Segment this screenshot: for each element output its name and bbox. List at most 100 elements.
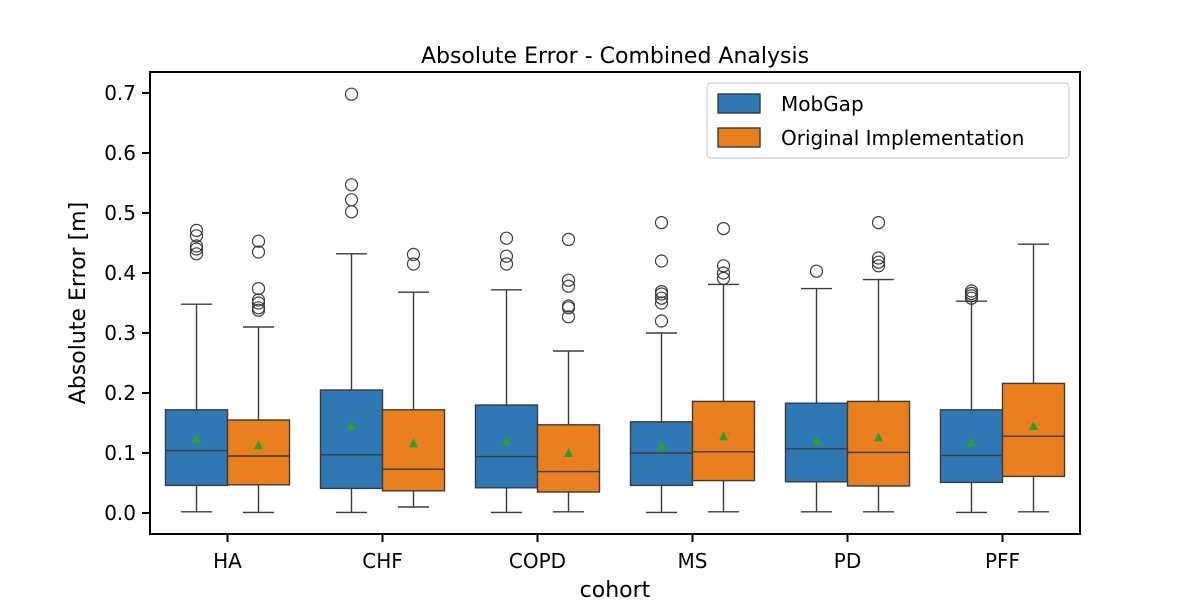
plot-area (164, 87, 1066, 514)
y-tick-label: 0.5 (104, 201, 136, 225)
outlier-point (251, 245, 266, 259)
outlier-point (809, 264, 824, 278)
outlier-point (251, 296, 266, 310)
mean-marker (719, 431, 728, 441)
outlier-point (189, 223, 204, 237)
outlier-point (561, 299, 576, 313)
outlier-point (561, 232, 576, 246)
chart-title: Absolute Error - Combined Analysis (421, 44, 809, 69)
outlier-point (189, 242, 204, 256)
outlier-point (716, 222, 731, 236)
box-pff-1 (1001, 243, 1066, 513)
outlier-point (251, 301, 266, 315)
outlier-point (561, 279, 576, 293)
box-pff-0 (939, 284, 1004, 514)
y-tick-label: 0.0 (104, 501, 136, 525)
outlier-point (499, 249, 514, 263)
y-tick-label: 0.4 (104, 261, 136, 285)
outlier-point (499, 257, 514, 271)
outlier-point (251, 282, 266, 296)
outlier-point (871, 251, 886, 265)
outlier-point (499, 231, 514, 245)
outlier-point (189, 247, 204, 261)
y-tick-label: 0.1 (104, 441, 136, 465)
box-iqr (164, 409, 229, 487)
legend-swatch (717, 127, 761, 148)
outlier-point (654, 296, 669, 310)
x-axis-title: cohort (580, 578, 651, 600)
mean-marker (192, 433, 201, 443)
mean-marker (874, 432, 883, 442)
box-chf-0 (319, 87, 384, 514)
outlier-point (654, 254, 669, 268)
y-axis: 0.0 0.1 0.2 0.3 0.4 0.5 0.6 0.7 (104, 81, 150, 525)
mean-marker (1029, 421, 1038, 430)
outlier-point (871, 259, 886, 273)
x-tick-label: MS (678, 549, 708, 573)
y-axis-title: Absolute Error [m] (66, 202, 91, 404)
outlier-point (871, 216, 886, 230)
mean-marker (967, 437, 976, 447)
outlier-point (654, 285, 669, 299)
legend-swatch (717, 93, 761, 114)
outlier-point (344, 205, 359, 219)
box-chf-1 (381, 247, 446, 508)
outlier-point (654, 291, 669, 305)
outlier-point (716, 259, 731, 273)
x-tick-label: PFF (985, 549, 1020, 573)
outlier-point (344, 87, 359, 101)
box-ms-1 (691, 222, 756, 513)
box-pd-1 (846, 216, 911, 513)
x-axis: HA CHF COPD MS PD PFF (213, 534, 1020, 573)
legend-box (706, 82, 1070, 159)
box-iqr (846, 400, 911, 487)
box-iqr (319, 389, 384, 490)
box-iqr (381, 409, 446, 492)
outlier-point (561, 310, 576, 324)
outlier-point (344, 178, 359, 192)
box-iqr (474, 404, 539, 489)
outlier-point (654, 216, 669, 230)
outlier-point (654, 314, 669, 328)
box-ha-1 (226, 234, 291, 514)
box-copd-0 (474, 231, 539, 514)
box-pd-0 (784, 264, 849, 513)
x-tick-label: CHF (362, 549, 403, 573)
outlier-point (406, 257, 421, 271)
mean-marker (409, 438, 418, 448)
box-iqr (536, 424, 601, 493)
mean-marker (347, 421, 356, 430)
mean-marker (812, 436, 821, 445)
outlier-point (871, 255, 886, 269)
x-tick-label: COPD (509, 549, 566, 573)
mean-marker (254, 440, 263, 450)
x-tick-label: HA (213, 549, 242, 573)
legend-label: MobGap (781, 92, 864, 116)
box-iqr (691, 400, 756, 482)
legend-label: Original Implementation (781, 126, 1024, 150)
box-ms-0 (629, 216, 694, 514)
x-tick-label: PD (834, 549, 861, 573)
y-tick-label: 0.7 (104, 81, 136, 105)
legend: MobGap Original Implementation (706, 82, 1070, 159)
outlier-point (251, 293, 266, 307)
outlier-point (189, 239, 204, 253)
mean-marker (657, 441, 666, 451)
mean-marker (564, 448, 573, 457)
plot-frame (149, 71, 1081, 535)
box-iqr (226, 419, 291, 486)
outlier-point (251, 234, 266, 248)
mean-marker (502, 436, 511, 445)
outlier-point (561, 273, 576, 287)
y-tick-label: 0.2 (104, 381, 136, 405)
outlier-point (964, 284, 979, 298)
outlier-point (406, 247, 421, 261)
y-tick-label: 0.6 (104, 141, 136, 165)
box-copd-1 (536, 232, 601, 513)
outlier-point (189, 229, 204, 243)
y-tick-label: 0.3 (104, 321, 136, 345)
outlier-point (344, 193, 359, 207)
outlier-point (716, 271, 731, 285)
box-ha-0 (164, 223, 229, 513)
